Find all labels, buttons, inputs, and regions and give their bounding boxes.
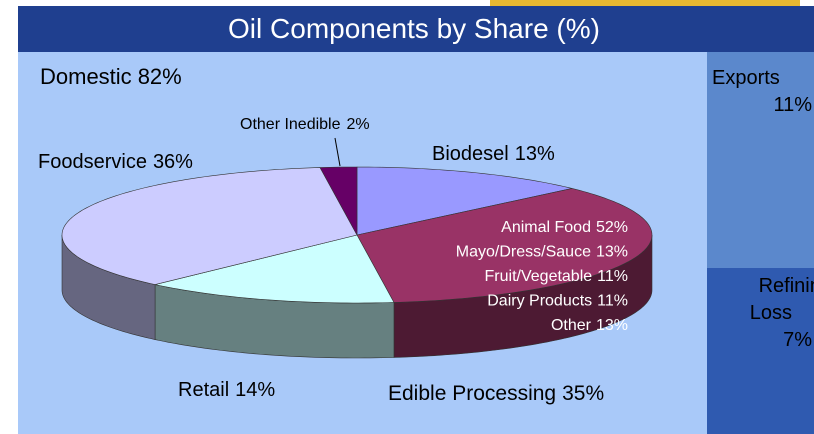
- exports-panel: [707, 52, 814, 268]
- slice-value: 14%: [235, 379, 275, 401]
- breakdown-label: Dairy Products 11%: [487, 293, 628, 310]
- pie-slice: [319, 166, 358, 236]
- slice-name: Other Inedible: [240, 116, 341, 133]
- breakdown-value: 13%: [596, 244, 628, 261]
- breakdown-name: Fruit/Vegetable: [485, 268, 593, 285]
- share-label: Domestic 82%: [40, 64, 182, 89]
- pie-slice: [61, 167, 358, 285]
- slice-value: 2%: [347, 116, 370, 133]
- pie-slice: [356, 188, 653, 303]
- breakdown-name: Dairy Products: [487, 293, 592, 310]
- breakdown-value: 11%: [597, 268, 628, 285]
- share-name: Domestic: [40, 64, 132, 89]
- slice-label: Foodservice 36%: [38, 151, 193, 173]
- share-value: 11%: [773, 94, 812, 116]
- breakdown-value: 11%: [597, 293, 628, 310]
- breakdown-name: Animal Food: [501, 219, 591, 236]
- header-bar: [18, 6, 814, 52]
- breakdown-label: Animal Food 52%: [501, 219, 628, 236]
- share-name-line: Loss: [750, 302, 792, 324]
- slice-name: Foodservice: [38, 151, 147, 173]
- slice-name: Biodesel: [432, 143, 509, 165]
- slice-value: 36%: [153, 151, 193, 173]
- breakdown-label: Fruit/Vegetable 11%: [485, 268, 628, 285]
- slice-label: Retail 14%: [178, 379, 275, 401]
- pie-slice: [356, 166, 573, 236]
- share-name: Refining Loss: [750, 275, 814, 324]
- breakdown-name: Mayo/Dress/Sauce: [456, 244, 591, 261]
- breakdown-label: Other 13%: [551, 317, 628, 334]
- breakdown-label: Mayo/Dress/Sauce 13%: [456, 244, 628, 261]
- slice-label: Edible Processing 35%: [388, 382, 604, 405]
- slice-label: Other Inedible 2%: [240, 116, 370, 133]
- share-value: 7%: [783, 329, 812, 351]
- slice-name: Retail: [178, 379, 229, 401]
- leader-line: [334, 137, 341, 167]
- share-name: Exports: [712, 67, 780, 89]
- pie-slice: [154, 234, 395, 304]
- breakdown-value: 13%: [596, 317, 628, 334]
- slice-name: Edible Processing: [388, 382, 556, 405]
- slice-label: Biodesel 13%: [432, 143, 555, 165]
- share-name-line: Refining: [759, 275, 814, 297]
- slide-title: Oil Components by Share (%): [228, 13, 600, 44]
- refining-panel: [707, 268, 814, 434]
- breakdown-value: 52%: [596, 219, 628, 236]
- breakdown-name: Other: [551, 317, 592, 334]
- slice-value: 35%: [562, 382, 604, 405]
- share-value: 82%: [138, 64, 182, 89]
- header-image: [490, 0, 800, 10]
- slice-value: 13%: [515, 143, 555, 165]
